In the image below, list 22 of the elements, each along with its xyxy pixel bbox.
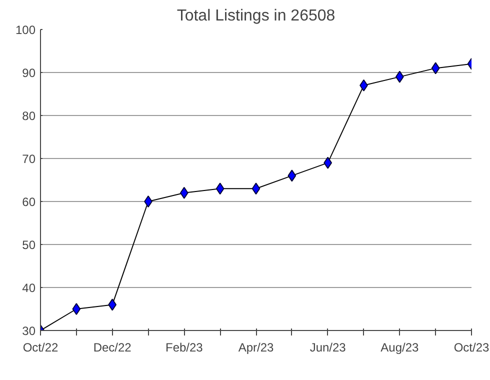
x-tick-label: Jun/23: [310, 340, 346, 354]
y-tick-label: 50: [22, 238, 36, 252]
x-tick-label: Feb/23: [165, 340, 204, 354]
y-tick-label: 60: [22, 195, 36, 209]
x-tick-label: Oct/22: [22, 340, 58, 354]
y-tick-label: 100: [15, 23, 36, 37]
point: [216, 182, 224, 195]
point: [72, 303, 81, 315]
x-tick-label: Oct/23: [454, 340, 490, 354]
point: [144, 196, 152, 208]
y-tick-label: 30: [22, 324, 36, 338]
y-tick-label: 80: [22, 109, 36, 123]
chart-title: Total Listings in 26508: [176, 8, 336, 24]
point: [288, 170, 296, 182]
y-tick-label: 40: [22, 281, 36, 295]
y-tick-label: 90: [22, 66, 36, 80]
y-tick-label: 70: [22, 152, 36, 166]
x-tick-label: Aug/23: [380, 340, 420, 354]
x-tick-label: Apr/23: [238, 340, 274, 354]
x-tick-label: Dec/22: [93, 340, 132, 354]
point: [431, 62, 440, 74]
point: [252, 182, 260, 195]
